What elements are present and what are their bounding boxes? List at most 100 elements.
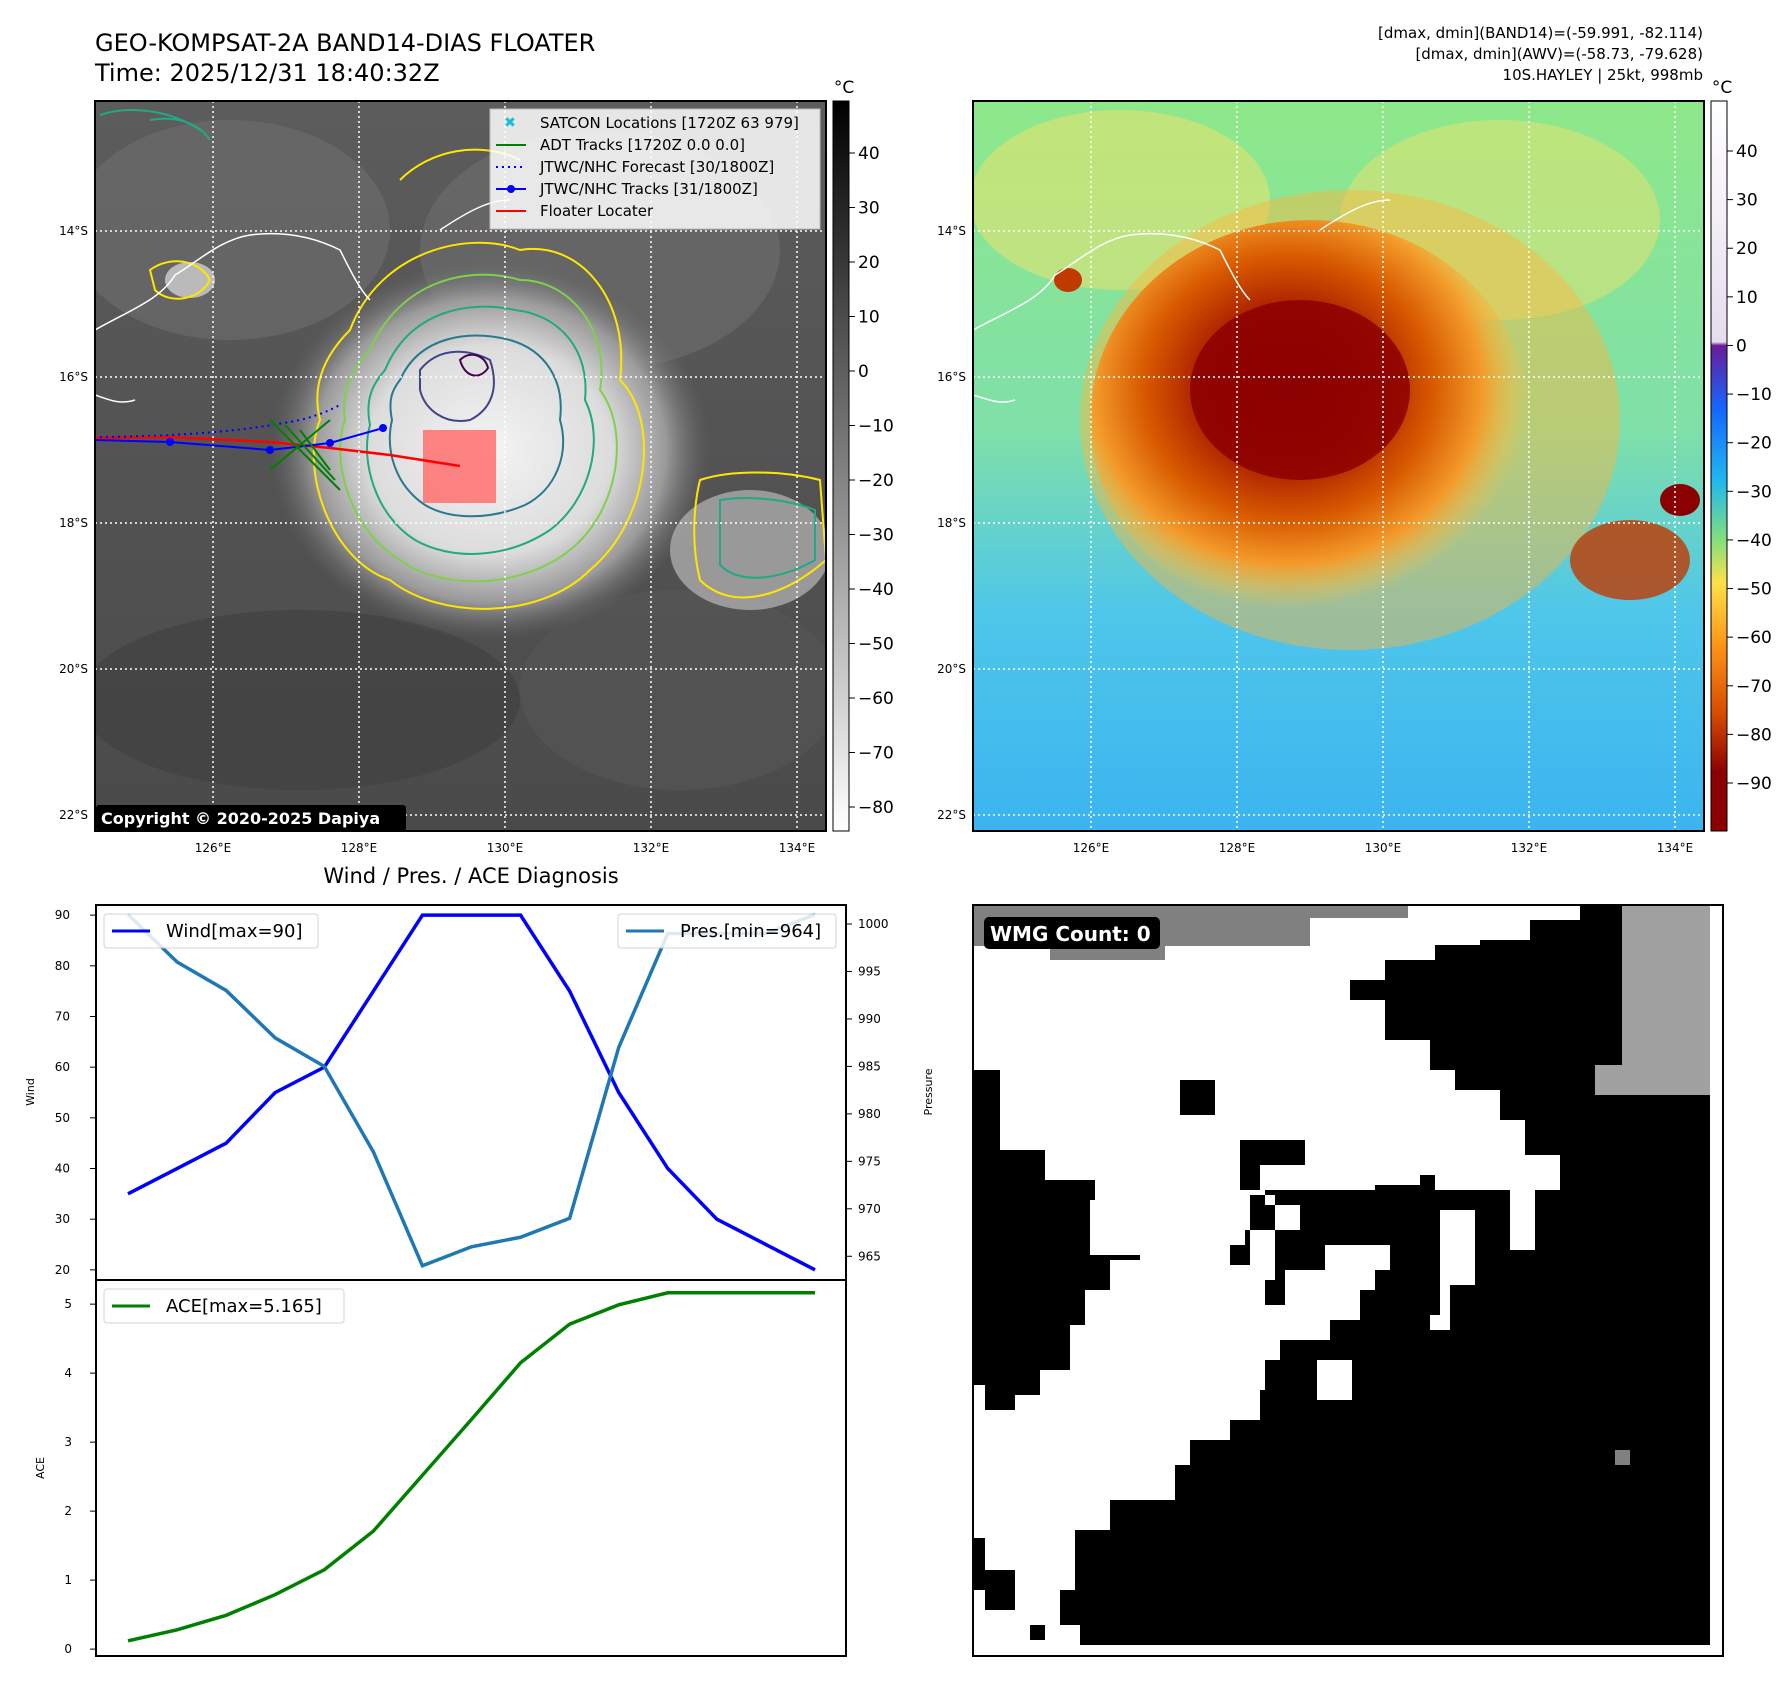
ir-colorbar-tick: 30 xyxy=(858,199,880,219)
color-colorbar-tick: −10 xyxy=(1736,385,1772,405)
color-colorbar-tick: −90 xyxy=(1736,774,1772,794)
copyright-text: Copyright © 2020-2025 Dapiya xyxy=(101,809,380,828)
wind-line xyxy=(127,913,816,1272)
wmg-panel: WMG Count: 0 xyxy=(972,904,1724,1657)
ace-ylabel: ACE xyxy=(34,1457,47,1479)
adt-tracks xyxy=(269,419,341,491)
legend-adt: ADT Tracks [1720Z 0.0 0.0] xyxy=(540,136,745,154)
figure-title: GEO-KOMPSAT-2A BAND14-DIAS FLOATER xyxy=(95,29,595,57)
ir-map-panel: ✖ SATCON Locations [1720Z 63 979] ADT Tr… xyxy=(59,78,894,855)
wmg-black-mask xyxy=(1060,905,1710,1645)
ace-ytick: 3 xyxy=(64,1435,72,1449)
ir-colorbar-tick: −10 xyxy=(858,417,894,437)
color-coastline xyxy=(973,199,1391,403)
ir-colorbar-tick: 10 xyxy=(858,308,880,328)
ir-lon-132e: 132°E xyxy=(633,841,670,855)
ir-colorbar: °C 40 30 20 10 0 −10 −20 −30 −40 −50 −60 −70 −80 xyxy=(832,78,894,832)
pressure-ytick: 970 xyxy=(858,1202,881,1216)
pressure-ytick: 1000 xyxy=(858,917,889,931)
pressure-ytick: 985 xyxy=(858,1059,881,1073)
ir-colorbar-tick: −80 xyxy=(858,798,894,818)
color-lat-14s: 14°S xyxy=(937,224,966,238)
ace-ytick: 0 xyxy=(64,1642,72,1656)
ir-colorbar-tick: 40 xyxy=(858,144,880,164)
figure-time: Time: 2025/12/31 18:40:32Z xyxy=(94,59,440,87)
ace-line xyxy=(127,1291,815,1643)
wind-legend: Wind[max=90] xyxy=(103,913,319,949)
ir-colorbar-tick: 20 xyxy=(858,253,880,273)
ace-frame xyxy=(95,1279,847,1657)
pressure-ytick: 975 xyxy=(858,1154,881,1168)
color-colorbar-tick: −60 xyxy=(1736,628,1772,648)
color-lon-128e: 128°E xyxy=(1219,841,1256,855)
wind-ytick: 60 xyxy=(55,1060,70,1074)
color-lon-134e: 134°E xyxy=(1657,841,1694,855)
color-lon-132e: 132°E xyxy=(1511,841,1548,855)
ir-lon-126e: 126°E xyxy=(195,841,232,855)
ace-chart: 0 1 2 3 4 5 ACE ACE[max=5.165] xyxy=(34,1279,847,1657)
color-lat-22s: 22°S xyxy=(937,808,966,822)
wind-ylabel: Wind xyxy=(24,1078,37,1106)
contour-navy xyxy=(419,350,495,422)
color-colorbar-tick: 0 xyxy=(1736,336,1747,356)
contour-blue xyxy=(388,334,565,518)
color-colorbar-tick: 30 xyxy=(1736,191,1758,211)
satcon-marker-icon: ✖ xyxy=(504,115,516,131)
wind-ytick: 30 xyxy=(55,1212,70,1226)
ace-legend-label: ACE[max=5.165] xyxy=(166,1296,322,1317)
color-colorbar-tick: −40 xyxy=(1736,531,1772,551)
contour-yellow xyxy=(312,241,645,610)
ir-colorbar-tick: −50 xyxy=(858,635,894,655)
color-colorbar-tick: −20 xyxy=(1736,434,1772,454)
ir-lat-labels: 14°S 16°S 18°S 20°S 22°S xyxy=(59,224,88,822)
wmg-count-label: WMG Count: 0 xyxy=(990,922,1151,946)
ace-ytick: 1 xyxy=(64,1573,72,1587)
ir-lon-134e: 134°E xyxy=(779,841,816,855)
color-colorbar-tick: 20 xyxy=(1736,239,1758,259)
legend-floater: Floater Locater xyxy=(540,202,654,220)
ir-colorbar-tick: −20 xyxy=(858,471,894,491)
ir-colorbar-tick: −30 xyxy=(858,526,894,546)
ace-ytick: 2 xyxy=(64,1504,72,1518)
legend-jtwc-tracks: JTWC/NHC Tracks [31/1800Z] xyxy=(539,180,758,198)
pressure-ylabel: Pressure xyxy=(922,1068,935,1115)
color-colorbar-tick: −30 xyxy=(1736,482,1772,502)
wind-pressure-chart: 20 30 40 50 60 70 80 90 965 970 975 980 985 990 995 10… xyxy=(24,904,935,1281)
color-colorbar-tick: −80 xyxy=(1736,725,1772,745)
color-colorbar-unit: °C xyxy=(1712,78,1732,98)
ir-lon-labels: 126°E 128°E 130°E 132°E 134°E xyxy=(195,841,816,855)
color-lon-126e: 126°E xyxy=(1073,841,1110,855)
color-colorbar-tick: −70 xyxy=(1736,677,1772,697)
color-lat-20s: 20°S xyxy=(937,662,966,676)
pressure-ytick: 995 xyxy=(858,964,881,978)
ace-ytick: 5 xyxy=(64,1297,72,1311)
wind-legend-label: Wind[max=90] xyxy=(166,921,303,942)
wmg-badge xyxy=(984,917,1160,949)
wind-ytick: 80 xyxy=(55,959,70,973)
ir-lat-14s: 14°S xyxy=(59,224,88,238)
color-map-frame xyxy=(972,100,1705,832)
wind-ytick: 20 xyxy=(55,1263,70,1277)
jtwc-forecast xyxy=(99,404,341,438)
ir-lon-128e: 128°E xyxy=(341,841,378,855)
legend-satcon: SATCON Locations [1720Z 63 979] xyxy=(540,114,799,132)
ace-legend: ACE[max=5.165] xyxy=(103,1288,345,1324)
contour-teal xyxy=(366,305,595,555)
ir-colorbar-tick: −40 xyxy=(858,580,894,600)
color-colorbar-tick: −50 xyxy=(1736,580,1772,600)
pressure-legend-label: Pres.[min=964] xyxy=(680,921,821,942)
ir-map-frame xyxy=(94,100,827,832)
wind-ytick: 70 xyxy=(55,1009,70,1023)
wind-ytick: 40 xyxy=(55,1162,70,1176)
color-colorbar-tick: 40 xyxy=(1736,142,1758,162)
ir-colorbar-tick: −60 xyxy=(858,689,894,709)
pressure-ytick: 965 xyxy=(858,1249,881,1263)
ir-colorbar-tick: −70 xyxy=(858,744,894,764)
color-lat-labels: 14°S 16°S 18°S 20°S 22°S xyxy=(937,224,966,822)
color-lon-130e: 130°E xyxy=(1365,841,1402,855)
ir-lat-22s: 22°S xyxy=(59,808,88,822)
contour-green xyxy=(339,273,618,583)
wind-pressure-frame xyxy=(95,904,847,1281)
ir-colorbar-unit: °C xyxy=(834,78,854,98)
